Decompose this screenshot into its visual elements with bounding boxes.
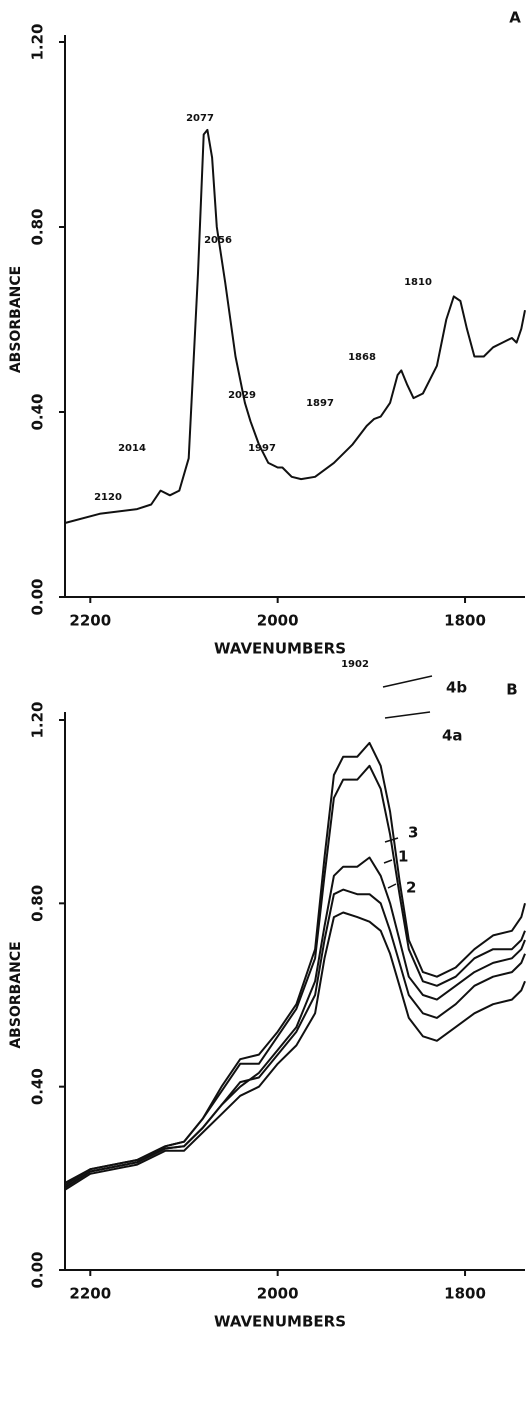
spectrum-line: [64, 764, 526, 1187]
spectrum-line: [64, 911, 526, 1191]
x-axis-title: WAVENUMBERS: [214, 1313, 346, 1331]
series-label: 3: [408, 824, 418, 842]
label-leader: [384, 711, 431, 719]
peak-annotation: 1902: [341, 659, 369, 670]
series-label: 4a: [442, 727, 463, 745]
y-axis-title: ABSORBANCE: [8, 941, 24, 1048]
peak-annotation: 1810: [404, 277, 432, 288]
x-tick-label: 2000: [257, 612, 299, 630]
spectrum-line: [64, 741, 526, 1184]
x-tick-label: 2200: [69, 1285, 111, 1303]
x-tick-label: 2000: [257, 1285, 299, 1303]
series-label: 2: [406, 879, 416, 897]
y-tick-label: 1.20: [29, 23, 47, 60]
series-label: 4b: [446, 679, 467, 697]
peak-annotation: 1868: [348, 352, 376, 363]
label-leader: [387, 883, 397, 889]
peak-annotation: 2056: [204, 235, 232, 246]
x-tick-label: 1800: [444, 612, 486, 630]
peak-annotation: 1897: [306, 398, 334, 409]
peak-annotation: 2014: [118, 443, 146, 454]
x-axis-title: WAVENUMBERS: [214, 640, 346, 658]
spectrum-line: [64, 128, 526, 524]
series-label: 1: [398, 848, 408, 866]
panel-label: B: [506, 681, 517, 699]
y-tick-label: 1.20: [29, 701, 47, 738]
peak-annotation: 2077: [186, 113, 214, 124]
y-tick-label: 0.00: [29, 1251, 47, 1288]
y-tick-label: 0.40: [29, 393, 47, 430]
x-tick-label: 2200: [69, 612, 111, 630]
spectrum-line: [64, 888, 526, 1189]
peak-annotation: 1997: [248, 443, 276, 454]
panel-label: A: [509, 9, 521, 27]
label-leader: [383, 859, 393, 864]
peak-annotation: 2120: [94, 492, 122, 503]
label-leader: [382, 675, 433, 688]
y-tick-label: 0.80: [29, 885, 47, 922]
y-axis-title: ABSORBANCE: [8, 266, 24, 373]
y-tick-label: 0.80: [29, 208, 47, 245]
y-tick-label: 0.00: [29, 578, 47, 615]
label-leader: [384, 837, 399, 843]
peak-annotation: 2029: [228, 390, 256, 401]
spectrum-line: [64, 856, 526, 1189]
x-tick-label: 1800: [444, 1285, 486, 1303]
y-tick-label: 0.40: [29, 1068, 47, 1105]
